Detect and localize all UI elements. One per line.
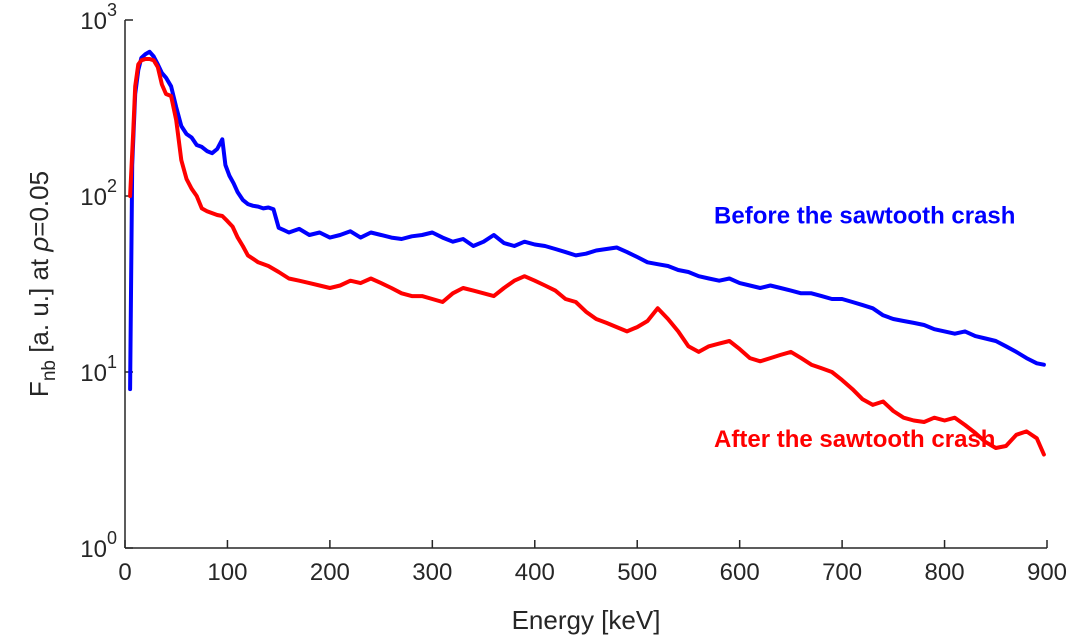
x-tick-label: 0: [118, 559, 131, 586]
x-tick-label: 400: [515, 559, 555, 586]
annotation-after: After the sawtooth crash: [714, 426, 995, 453]
y-tick-exponent: 2: [107, 176, 117, 196]
y-label-subscript: nb: [39, 360, 60, 381]
x-tick-label: 700: [822, 559, 862, 586]
x-axis-label: Energy [keV]: [512, 605, 661, 635]
y-label-main: F: [24, 381, 54, 397]
y-tick-exponent: 1: [107, 352, 117, 372]
x-tick-label: 300: [412, 559, 452, 586]
y-tick-base: 10: [80, 8, 107, 35]
y-tick-label: 101: [80, 352, 117, 387]
y-axis-label: Fnb [a. u.] at ρ=0.05: [24, 171, 60, 397]
y-label-rest: [a. u.] at: [24, 252, 54, 360]
y-tick-label: 102: [80, 176, 117, 211]
x-ticks: 0 100 200 300 400 500 600 700 800 900: [118, 540, 1067, 586]
plot-axes: [124, 20, 1047, 549]
x-tick-label: 100: [207, 559, 247, 586]
y-label-value: =0.05: [24, 171, 54, 237]
series-line-before: [128, 49, 1046, 392]
y-tick-exponent: 3: [107, 0, 117, 20]
x-tick-label: 200: [310, 559, 350, 586]
series-line-after: [128, 57, 1046, 457]
x-tick-label: 600: [720, 559, 760, 586]
y-tick-base: 10: [80, 536, 107, 563]
y-tick-label: 103: [80, 0, 117, 35]
annotations: Before the sawtooth crash After the sawto…: [714, 202, 1015, 453]
x-tick-label: 800: [925, 559, 965, 586]
y-tick-base: 10: [80, 360, 107, 387]
y-label-greek: ρ: [24, 237, 54, 253]
y-tick-exponent: 0: [107, 528, 117, 548]
annotation-before: Before the sawtooth crash: [714, 202, 1015, 229]
y-tick-base: 10: [80, 184, 107, 211]
y-tick-label: 100: [80, 528, 117, 563]
series-layer: [128, 49, 1046, 457]
x-tick-label: 500: [617, 559, 657, 586]
x-tick-label: 900: [1027, 559, 1067, 586]
